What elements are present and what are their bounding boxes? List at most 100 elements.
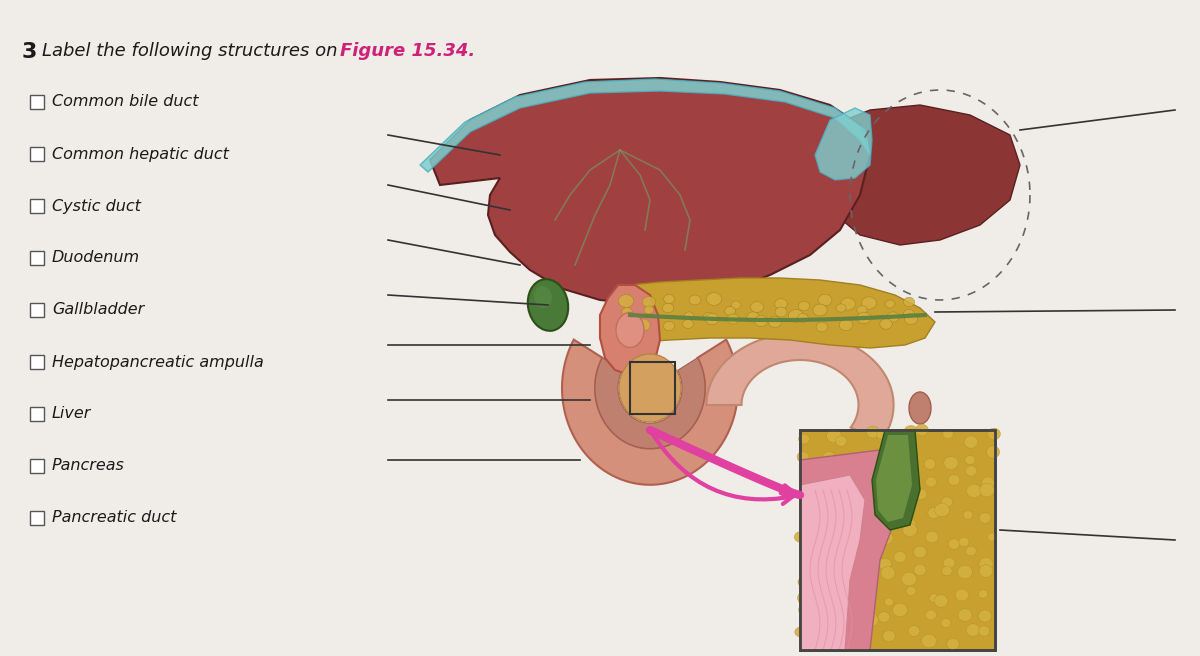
Ellipse shape (703, 312, 715, 321)
Ellipse shape (840, 455, 850, 464)
Ellipse shape (839, 319, 853, 331)
Ellipse shape (988, 428, 1001, 440)
Ellipse shape (821, 467, 835, 479)
Ellipse shape (982, 477, 995, 489)
Ellipse shape (942, 497, 953, 507)
FancyBboxPatch shape (30, 199, 44, 213)
Ellipse shape (866, 590, 878, 602)
Polygon shape (800, 450, 900, 650)
Ellipse shape (884, 598, 894, 606)
Ellipse shape (865, 578, 880, 590)
Ellipse shape (978, 590, 988, 598)
Ellipse shape (878, 531, 893, 544)
Ellipse shape (836, 304, 846, 312)
Ellipse shape (924, 459, 936, 469)
Ellipse shape (944, 457, 958, 470)
Ellipse shape (966, 484, 982, 498)
Ellipse shape (836, 568, 852, 582)
Ellipse shape (958, 565, 972, 579)
Ellipse shape (860, 529, 870, 539)
Polygon shape (815, 108, 872, 180)
Ellipse shape (845, 587, 858, 599)
Ellipse shape (893, 604, 907, 617)
Ellipse shape (869, 474, 877, 482)
Ellipse shape (859, 491, 871, 501)
Ellipse shape (821, 532, 833, 542)
Ellipse shape (884, 493, 894, 501)
Ellipse shape (978, 610, 991, 622)
Ellipse shape (979, 565, 992, 577)
Ellipse shape (812, 304, 827, 316)
Text: Common bile duct: Common bile duct (52, 94, 198, 110)
Ellipse shape (788, 310, 804, 323)
FancyBboxPatch shape (800, 430, 995, 650)
Ellipse shape (863, 558, 875, 568)
Ellipse shape (836, 558, 850, 570)
Ellipse shape (528, 279, 569, 331)
Ellipse shape (775, 298, 787, 309)
Text: Liver: Liver (52, 407, 91, 422)
Ellipse shape (864, 613, 878, 626)
Ellipse shape (904, 426, 918, 438)
Ellipse shape (878, 558, 892, 570)
Ellipse shape (644, 306, 654, 314)
Ellipse shape (815, 485, 826, 495)
Ellipse shape (725, 306, 736, 316)
Text: Figure 15.34.: Figure 15.34. (340, 42, 475, 60)
Ellipse shape (866, 426, 880, 438)
FancyBboxPatch shape (30, 303, 44, 317)
Ellipse shape (881, 457, 892, 467)
Ellipse shape (619, 354, 682, 422)
Ellipse shape (622, 308, 632, 316)
FancyBboxPatch shape (30, 251, 44, 265)
Polygon shape (876, 435, 912, 522)
Ellipse shape (959, 537, 970, 546)
Ellipse shape (948, 475, 960, 485)
Ellipse shape (731, 301, 740, 309)
Ellipse shape (840, 636, 852, 646)
Ellipse shape (835, 436, 847, 446)
Ellipse shape (928, 507, 940, 519)
Ellipse shape (986, 446, 1000, 458)
Ellipse shape (881, 567, 895, 579)
Ellipse shape (966, 624, 980, 636)
Ellipse shape (955, 589, 968, 601)
Ellipse shape (821, 576, 833, 588)
Polygon shape (600, 285, 660, 375)
Ellipse shape (965, 455, 976, 464)
Ellipse shape (883, 630, 895, 642)
Ellipse shape (943, 558, 955, 568)
Ellipse shape (965, 466, 977, 476)
Ellipse shape (683, 319, 694, 329)
FancyBboxPatch shape (30, 147, 44, 161)
Text: Duodenum: Duodenum (52, 251, 140, 266)
Ellipse shape (916, 424, 929, 436)
Ellipse shape (642, 297, 655, 308)
Ellipse shape (887, 518, 895, 526)
Ellipse shape (844, 611, 858, 625)
Ellipse shape (887, 312, 899, 322)
Ellipse shape (827, 517, 839, 527)
Ellipse shape (662, 303, 673, 313)
Ellipse shape (925, 477, 936, 487)
Ellipse shape (804, 480, 815, 489)
Ellipse shape (905, 314, 918, 325)
Ellipse shape (942, 566, 952, 576)
Ellipse shape (902, 523, 917, 537)
Text: Label the following structures on: Label the following structures on (42, 42, 337, 60)
Ellipse shape (876, 431, 886, 439)
FancyBboxPatch shape (30, 355, 44, 369)
Ellipse shape (816, 615, 829, 627)
Ellipse shape (836, 468, 848, 478)
Text: Pancreatic duct: Pancreatic duct (52, 510, 176, 525)
Ellipse shape (884, 470, 899, 482)
Polygon shape (430, 78, 870, 305)
Ellipse shape (910, 392, 931, 424)
Ellipse shape (866, 457, 880, 468)
Ellipse shape (908, 626, 920, 636)
Ellipse shape (775, 307, 787, 317)
Ellipse shape (978, 626, 990, 636)
Ellipse shape (794, 532, 805, 542)
Ellipse shape (857, 306, 868, 314)
Ellipse shape (979, 513, 991, 523)
